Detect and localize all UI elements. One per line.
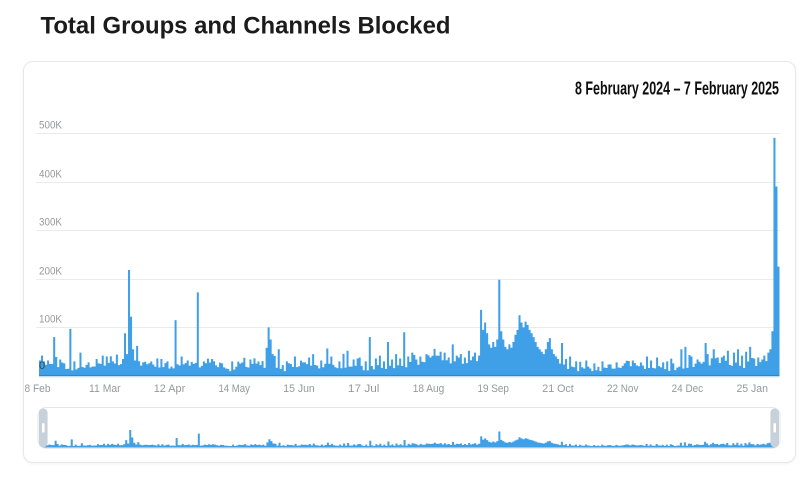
svg-text:400K: 400K <box>39 168 63 180</box>
svg-text:19 Sep: 19 Sep <box>477 383 509 395</box>
svg-text:18 Aug: 18 Aug <box>413 383 445 395</box>
svg-text:500K: 500K <box>39 119 63 131</box>
svg-text:22 Nov: 22 Nov <box>607 383 639 395</box>
svg-text:11 Mar: 11 Mar <box>89 383 121 395</box>
svg-text:Total Groups and Channels Bloc: Total Groups and Channels Blocked <box>41 12 451 39</box>
svg-text:100K: 100K <box>39 313 63 325</box>
svg-text:24 Dec: 24 Dec <box>672 383 704 395</box>
svg-text:15 Jun: 15 Jun <box>283 383 315 395</box>
svg-text:17 Jul: 17 Jul <box>348 383 380 395</box>
svg-text:300K: 300K <box>39 216 63 228</box>
svg-text:0: 0 <box>39 360 45 372</box>
svg-text:12 Apr: 12 Apr <box>154 383 186 395</box>
svg-text:200K: 200K <box>39 265 63 277</box>
svg-text:14 May: 14 May <box>218 383 250 395</box>
svg-text:25 Jan: 25 Jan <box>736 383 768 395</box>
svg-text:8 Feb: 8 Feb <box>25 383 51 395</box>
svg-text:8 February 2024 – 7 February 2: 8 February 2024 – 7 February 2025 <box>575 79 779 99</box>
svg-text:21 Oct: 21 Oct <box>542 383 574 395</box>
